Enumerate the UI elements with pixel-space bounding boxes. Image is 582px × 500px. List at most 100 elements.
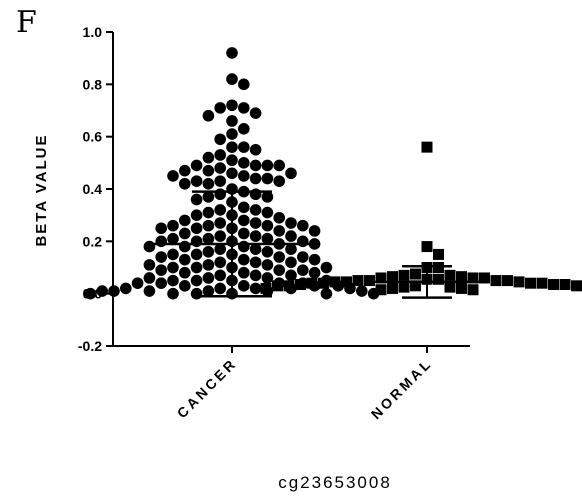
data-point-cancer: [261, 159, 274, 172]
data-point-cancer: [226, 73, 238, 85]
data-point-cancer: [179, 177, 191, 190]
data-point-normal: [559, 279, 571, 291]
data-point-cancer: [155, 277, 167, 290]
data-point-cancer: [179, 253, 191, 266]
panel-letter: F: [16, 5, 37, 40]
data-point-cancer: [131, 277, 144, 290]
data-point-cancer: [308, 266, 321, 279]
data-point-cancer: [202, 177, 215, 190]
data-point-normal: [479, 272, 490, 284]
y-axis: -0.20.00.20.40.60.81.0: [78, 24, 114, 354]
data-point-normal: [352, 275, 364, 287]
y-tick-label: 1.0: [83, 24, 103, 40]
data-point-cancer: [285, 269, 297, 282]
data-point-normal: [398, 269, 410, 281]
data-point-normal: [375, 284, 387, 296]
data-point-cancer: [167, 261, 179, 274]
data-point-cancer: [226, 167, 238, 180]
data-point-cancer: [249, 159, 262, 172]
data-point-cancer: [214, 175, 226, 187]
data-point-cancer: [238, 280, 250, 292]
data-point-cancer: [190, 193, 203, 206]
data-point-cancer: [202, 191, 215, 203]
data-point-cancer: [214, 162, 226, 174]
data-point-cancer: [214, 243, 226, 255]
data-point-cancer: [167, 287, 179, 300]
data-point-cancer: [202, 109, 215, 122]
data-point-cancer: [285, 256, 297, 269]
data-point-cancer: [238, 78, 250, 91]
data-point-cancer: [238, 227, 250, 240]
data-point-normal: [456, 271, 467, 283]
data-point-cancer: [261, 259, 274, 271]
data-point-cancer: [261, 246, 274, 258]
data-point-cancer: [190, 175, 203, 187]
data-point-cancer: [261, 219, 274, 232]
data-point-normal: [410, 268, 421, 280]
y-tick-label: 0.2: [83, 233, 103, 249]
y-tick-label: 0.6: [83, 129, 103, 145]
x-category-label: CANCER: [174, 355, 240, 421]
y-tick-label: 0.8: [83, 76, 103, 92]
y-tick-label: -0.2: [78, 338, 102, 354]
data-point-cancer: [297, 219, 309, 232]
data-point-normal: [260, 282, 272, 294]
data-point-normal: [513, 276, 525, 288]
data-point-cancer: [226, 115, 238, 127]
data-point-cancer: [190, 222, 203, 235]
data-point-cancer: [238, 102, 250, 114]
error-bars: [152, 190, 487, 299]
data-point-cancer: [155, 222, 167, 235]
data-point-cancer: [226, 47, 238, 59]
data-point-cancer: [214, 204, 226, 216]
data-point-cancer: [214, 217, 226, 229]
data-point-cancer: [249, 282, 262, 295]
data-point-normal: [548, 279, 559, 291]
data-point-cancer: [167, 232, 179, 245]
data-point-cancer: [308, 238, 321, 250]
data-point-cancer: [214, 102, 226, 114]
data-point-cancer: [202, 285, 215, 297]
data-point-cancer: [238, 266, 250, 279]
data-point-normal: [295, 279, 306, 291]
data-point-cancer: [308, 253, 321, 266]
data-point-cancer: [356, 285, 368, 297]
data-point-normal: [433, 273, 444, 285]
data-point-cancer: [214, 133, 226, 146]
data-point-normal: [525, 277, 536, 289]
data-point-cancer: [190, 209, 203, 221]
data-point-cancer: [202, 164, 215, 177]
data-point-cancer: [226, 99, 238, 112]
data-point-cancer: [214, 282, 226, 295]
data-point-cancer: [143, 240, 156, 253]
data-point-cancer: [261, 172, 274, 185]
data-point-cancer: [214, 256, 226, 269]
data-point-cancer: [155, 235, 167, 248]
data-point-cancer: [190, 248, 203, 261]
data-point-normal: [536, 277, 548, 289]
data-point-cancer: [143, 259, 156, 271]
data-point-cancer: [273, 159, 286, 172]
data-point-cancer: [249, 256, 262, 269]
data-point-normal: [329, 276, 341, 288]
data-point-cancer: [202, 206, 215, 219]
x-category-label: NORMAL: [368, 355, 435, 422]
data-point-cancer: [285, 217, 297, 229]
data-point-normal: [421, 141, 433, 153]
data-point-normal: [490, 275, 502, 287]
data-point-normal: [433, 248, 444, 260]
data-point-cancer: [249, 204, 262, 216]
data-point-cancer: [167, 170, 179, 182]
data-point-cancer: [297, 235, 309, 248]
data-point-cancer: [261, 191, 274, 203]
data-point-cancer: [214, 149, 226, 161]
data-point-cancer: [202, 151, 215, 164]
data-point-normal: [410, 280, 421, 292]
data-point-cancer: [202, 259, 215, 271]
data-point-cancer: [285, 243, 297, 255]
data-point-cancer: [261, 272, 274, 284]
data-point-cancer: [249, 143, 262, 156]
data-point-normal: [387, 271, 398, 283]
data-point-normal: [398, 281, 410, 293]
data-point-cancer: [202, 272, 215, 284]
